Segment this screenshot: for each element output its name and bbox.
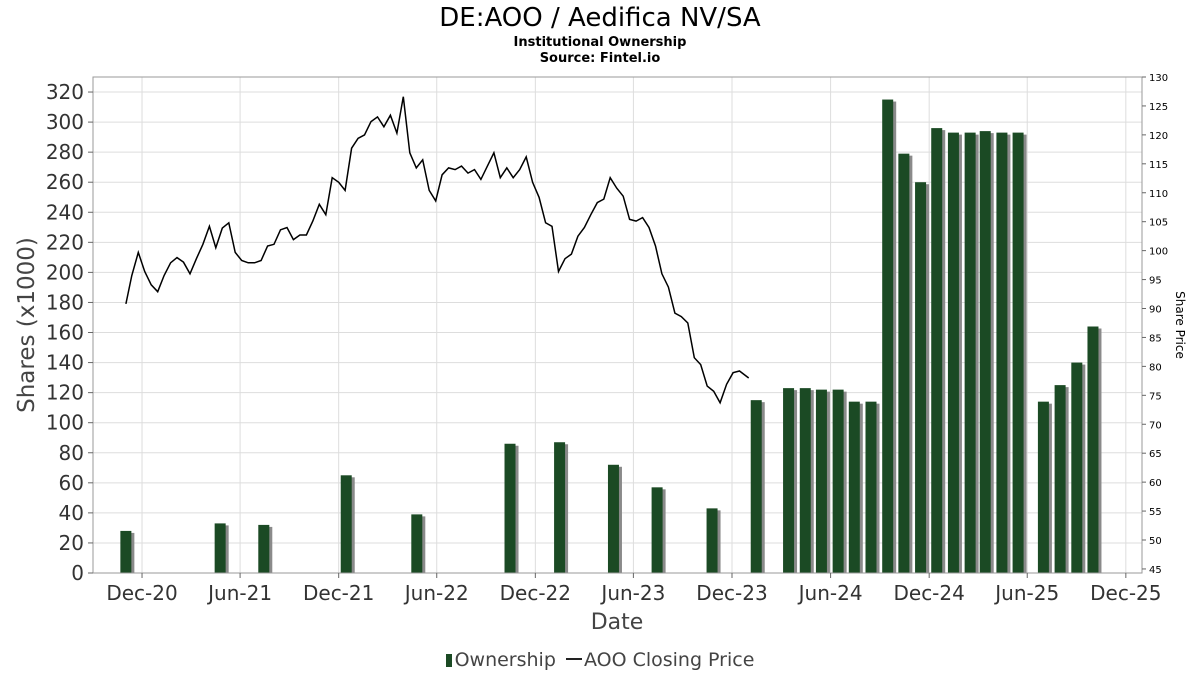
legend-item-price: AOO Closing Price bbox=[565, 648, 755, 672]
y-tick-label: 240 bbox=[46, 200, 84, 224]
y-axis-right: 45 50 55 60 65 70 75 80 85 90 95 100 105 110 115 120 125… bbox=[1142, 73, 1168, 576]
y-tick-label: 0 bbox=[71, 561, 84, 585]
y-tick-label: 300 bbox=[46, 110, 84, 134]
ownership-bars bbox=[120, 99, 1102, 574]
x-tick-label: Jun-23 bbox=[599, 581, 665, 605]
ownership-bar bbox=[607, 464, 619, 573]
legend-label-ownership: Ownership bbox=[454, 648, 556, 671]
ownership-bar bbox=[120, 530, 132, 573]
y-tick-label: 140 bbox=[46, 351, 84, 375]
ownership-bar bbox=[1037, 401, 1049, 573]
chart-title: DE:AOO / Aedifica NV/SA bbox=[439, 3, 761, 33]
y2-tick-label: 105 bbox=[1149, 218, 1168, 229]
y2-tick-label: 95 bbox=[1149, 276, 1162, 287]
y2-tick-label: 70 bbox=[1149, 420, 1162, 431]
y2-tick-label: 45 bbox=[1149, 565, 1162, 576]
y2-tick-label: 125 bbox=[1149, 102, 1168, 113]
ownership-bar bbox=[832, 389, 844, 573]
x-tick-label: Jun-24 bbox=[797, 581, 863, 605]
y-tick-label: 220 bbox=[46, 230, 84, 254]
ownership-bar bbox=[848, 401, 860, 573]
x-axis-title: Date bbox=[591, 610, 644, 635]
y-tick-label: 200 bbox=[46, 260, 84, 284]
ownership-bar bbox=[1071, 362, 1083, 573]
ownership-bar bbox=[651, 487, 663, 573]
y2-tick-label: 65 bbox=[1149, 449, 1162, 460]
ownership-bar bbox=[979, 131, 991, 574]
ownership-bar bbox=[411, 514, 423, 573]
y-tick-label: 80 bbox=[59, 441, 84, 465]
chart-source: Source: Fintel.io bbox=[539, 51, 661, 66]
y-tick-label: 320 bbox=[46, 80, 84, 104]
y2-tick-label: 120 bbox=[1149, 131, 1168, 142]
x-tick-label: Dec-20 bbox=[106, 581, 177, 605]
chart-legend: Ownership AOO Closing Price bbox=[0, 647, 1200, 672]
ownership-bar bbox=[996, 132, 1008, 573]
ownership-bar bbox=[214, 523, 226, 573]
y2-tick-label: 50 bbox=[1149, 536, 1162, 547]
y2-tick-label: 115 bbox=[1149, 160, 1168, 171]
x-tick-label: Dec-22 bbox=[500, 581, 571, 605]
ownership-bar bbox=[706, 508, 718, 573]
y-tick-label: 120 bbox=[46, 381, 84, 405]
legend-line-swatch bbox=[565, 657, 582, 660]
x-tick-label: Jun-25 bbox=[993, 581, 1059, 605]
ownership-bar bbox=[1054, 385, 1066, 573]
legend-label-price: AOO Closing Price bbox=[583, 648, 755, 671]
y2-tick-label: 90 bbox=[1149, 305, 1162, 316]
x-tick-label: Dec-24 bbox=[893, 581, 964, 605]
x-tick-label: Dec-23 bbox=[696, 581, 767, 605]
ownership-bar bbox=[783, 388, 795, 573]
x-tick-label: Jun-21 bbox=[206, 581, 272, 605]
ownership-bar bbox=[258, 524, 270, 573]
price-line bbox=[125, 96, 750, 405]
ownership-bar bbox=[865, 401, 877, 573]
y2-tick-label: 100 bbox=[1149, 247, 1168, 258]
ownership-bar bbox=[947, 132, 959, 573]
x-tick-label: Dec-21 bbox=[303, 581, 374, 605]
y2-tick-label: 60 bbox=[1149, 478, 1162, 489]
y-tick-label: 40 bbox=[59, 501, 84, 525]
y-tick-label: 100 bbox=[46, 411, 84, 435]
ownership-bar bbox=[340, 475, 352, 573]
ownership-bar bbox=[815, 389, 827, 573]
ownership-bar bbox=[1012, 132, 1024, 573]
ownership-bar bbox=[504, 443, 516, 573]
y-tick-label: 160 bbox=[46, 321, 84, 345]
y-tick-label: 20 bbox=[59, 531, 84, 555]
x-tick-label: Jun-22 bbox=[403, 581, 469, 605]
y-tick-label: 180 bbox=[46, 290, 84, 314]
y2-tick-label: 130 bbox=[1149, 73, 1168, 84]
ownership-bar bbox=[915, 182, 927, 573]
y-axis-title: Shares (x1000) bbox=[14, 237, 40, 413]
ownership-bar bbox=[799, 388, 811, 573]
y2-tick-label: 85 bbox=[1149, 333, 1162, 344]
x-axis: Dec-20 Jun-21 Dec-21 Jun-22 Dec-22 Jun-23 Dec-… bbox=[106, 573, 1162, 605]
y2-tick-label: 55 bbox=[1149, 507, 1162, 518]
y2-axis-title: Share Price bbox=[1173, 291, 1187, 359]
ownership-bar bbox=[898, 153, 910, 573]
y-tick-label: 280 bbox=[46, 140, 84, 164]
ownership-bar bbox=[554, 442, 566, 573]
plot-border bbox=[92, 76, 1143, 574]
ownership-bar bbox=[882, 99, 894, 573]
y2-tick-label: 80 bbox=[1149, 362, 1162, 373]
ownership-bar bbox=[964, 132, 976, 573]
ownership-bar bbox=[750, 400, 762, 573]
chart-subtitle: Institutional Ownership bbox=[513, 35, 687, 50]
y-axis-left: 0 20 40 60 80 100 120 140 160 180 200 220 240 260 280 3… bbox=[46, 80, 93, 585]
ownership-bar bbox=[1087, 326, 1099, 573]
y-tick-label: 60 bbox=[59, 471, 84, 495]
legend-bar-swatch bbox=[445, 653, 452, 667]
x-tick-label: Dec-25 bbox=[1090, 581, 1161, 605]
y2-tick-label: 110 bbox=[1149, 189, 1168, 200]
ownership-bar bbox=[931, 128, 943, 573]
y2-tick-label: 75 bbox=[1149, 391, 1162, 402]
legend-item-ownership: Ownership bbox=[445, 648, 556, 672]
y-tick-label: 260 bbox=[46, 170, 84, 194]
